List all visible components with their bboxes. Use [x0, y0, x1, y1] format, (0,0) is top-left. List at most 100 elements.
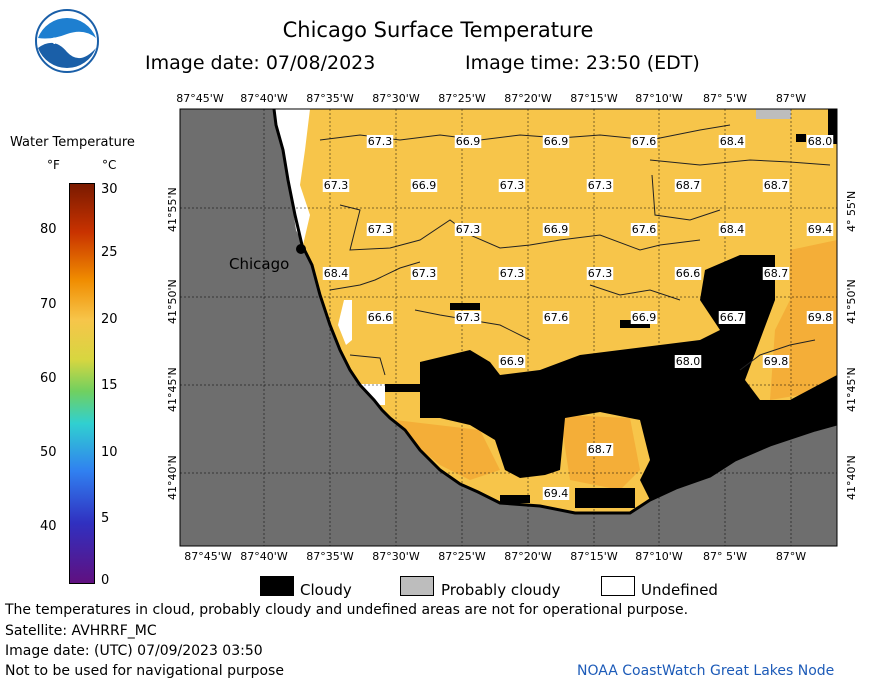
noaa-logo: NOAA [35, 9, 99, 73]
lon-label: 87°10'W [635, 550, 683, 563]
lon-label: 87°W [775, 550, 807, 563]
lon-label: 87°25'W [438, 550, 486, 563]
temp-label-bg [498, 355, 526, 368]
footer-nav-warning: Not to be used for navigational purpose [5, 663, 284, 679]
temp-label: 66.6 [676, 267, 701, 280]
temp-label: 67.3 [500, 179, 525, 192]
lon-label: 87° 5'W [703, 92, 747, 105]
temp-label: 67.3 [456, 223, 481, 236]
image-date: Image date: 07/08/2023 [145, 52, 376, 74]
image-time: Image time: 23:50 (EDT) [465, 52, 700, 74]
temp-label-bg [586, 443, 614, 456]
temp-label: 69.4 [808, 223, 833, 236]
undefined-swatch [601, 576, 635, 596]
legend-unit-c: °C [102, 158, 117, 172]
temp-label-bg [586, 179, 614, 192]
temp-label: 67.3 [456, 311, 481, 324]
c-tick: 0 [101, 573, 110, 588]
temp-label: 66.9 [456, 135, 481, 148]
probably-cloudy-area [756, 109, 791, 119]
temp-label: 67.3 [588, 267, 613, 280]
temp-label-bg [674, 267, 702, 280]
temp-label: 67.3 [500, 267, 525, 280]
temp-label-bg [454, 311, 482, 324]
cloud-area [450, 303, 480, 310]
temp-label-bg [542, 135, 570, 148]
temp-label-bg [322, 179, 350, 192]
temp-label: 68.0 [676, 355, 701, 368]
lon-label: 87°35'W [306, 550, 354, 563]
lon-label: 87°40'W [240, 92, 288, 105]
temp-label-bg [718, 135, 746, 148]
temp-label-bg [366, 311, 394, 324]
temp-label: 66.9 [412, 179, 437, 192]
temp-label: 69.8 [764, 355, 789, 368]
temp-label-bg [762, 267, 790, 280]
undefined-area [360, 384, 385, 405]
temp-label-bg [410, 267, 438, 280]
temp-label-bg [542, 223, 570, 236]
temp-label-bg [806, 311, 834, 324]
footer-note: The temperatures in cloud, probably clou… [5, 602, 689, 618]
c-tick: 30 [101, 182, 118, 197]
temp-label-bg [674, 179, 702, 192]
probably-cloudy-label: Probably cloudy [441, 581, 561, 599]
f-tick: 50 [40, 445, 57, 460]
temp-label-bg [366, 135, 394, 148]
probably-cloudy-swatch [400, 576, 434, 596]
lon-label: 87°20'W [504, 92, 552, 105]
chicago-marker-icon [296, 244, 306, 254]
temp-label: 67.6 [632, 223, 657, 236]
temp-label-bg [322, 267, 350, 280]
c-tick: 10 [101, 445, 118, 460]
temp-label-bg [366, 223, 394, 236]
temp-label-bg [630, 311, 658, 324]
lon-label: 87°25'W [438, 92, 486, 105]
f-tick: 80 [40, 222, 57, 237]
footer-credit: NOAA CoastWatch Great Lakes Node [577, 663, 835, 679]
c-tick: 25 [101, 245, 118, 260]
lon-label: 87° 5'W [703, 550, 747, 563]
temp-label-bg [454, 135, 482, 148]
temp-label: 69.4 [544, 487, 569, 500]
temp-label-bg [542, 311, 570, 324]
logo-text: NOAA [53, 37, 82, 47]
temp-label-bg [762, 355, 790, 368]
undefined-area [274, 109, 310, 245]
temp-label: 66.9 [544, 135, 569, 148]
c-tick: 20 [101, 312, 118, 327]
temp-label: 67.3 [368, 135, 393, 148]
cloudy-label: Cloudy [300, 581, 352, 599]
footer-utc-date: Image date: (UTC) 07/09/2023 03:50 [5, 643, 263, 659]
lon-label: 87°45'W [184, 550, 232, 563]
temp-label: 66.6 [368, 311, 393, 324]
lon-label: 87°20'W [504, 550, 552, 563]
temp-label-bg [542, 487, 570, 500]
temp-label: 68.7 [764, 267, 789, 280]
temp-label-bg [498, 179, 526, 192]
temp-label: 66.7 [720, 311, 745, 324]
f-tick: 40 [40, 519, 57, 534]
temp-label: 67.3 [588, 179, 613, 192]
temp-label: 69.8 [808, 311, 833, 324]
temp-label: 68.7 [676, 179, 701, 192]
lon-label: 87°30'W [372, 550, 420, 563]
temp-label: 66.9 [544, 223, 569, 236]
undefined-area [338, 300, 352, 345]
temp-label-bg [718, 223, 746, 236]
lon-label: 87°15'W [570, 550, 618, 563]
c-tick: 5 [101, 511, 110, 526]
legend-title: Water Temperature [10, 135, 135, 150]
temp-label-bg [586, 267, 614, 280]
temp-label: 68.4 [720, 135, 745, 148]
undefined-label: Undefined [641, 581, 718, 599]
f-tick: 70 [40, 297, 57, 312]
lon-label: 87°35'W [306, 92, 354, 105]
temp-label-bg [806, 135, 834, 148]
temp-label-bg [498, 267, 526, 280]
temp-label-bg [454, 223, 482, 236]
temperature-labels: 67.3 66.9 66.9 67.6 68.4 68.0 67.3 66.9 … [322, 135, 834, 500]
temp-label-bg [630, 135, 658, 148]
color-scale-bar [69, 183, 95, 584]
